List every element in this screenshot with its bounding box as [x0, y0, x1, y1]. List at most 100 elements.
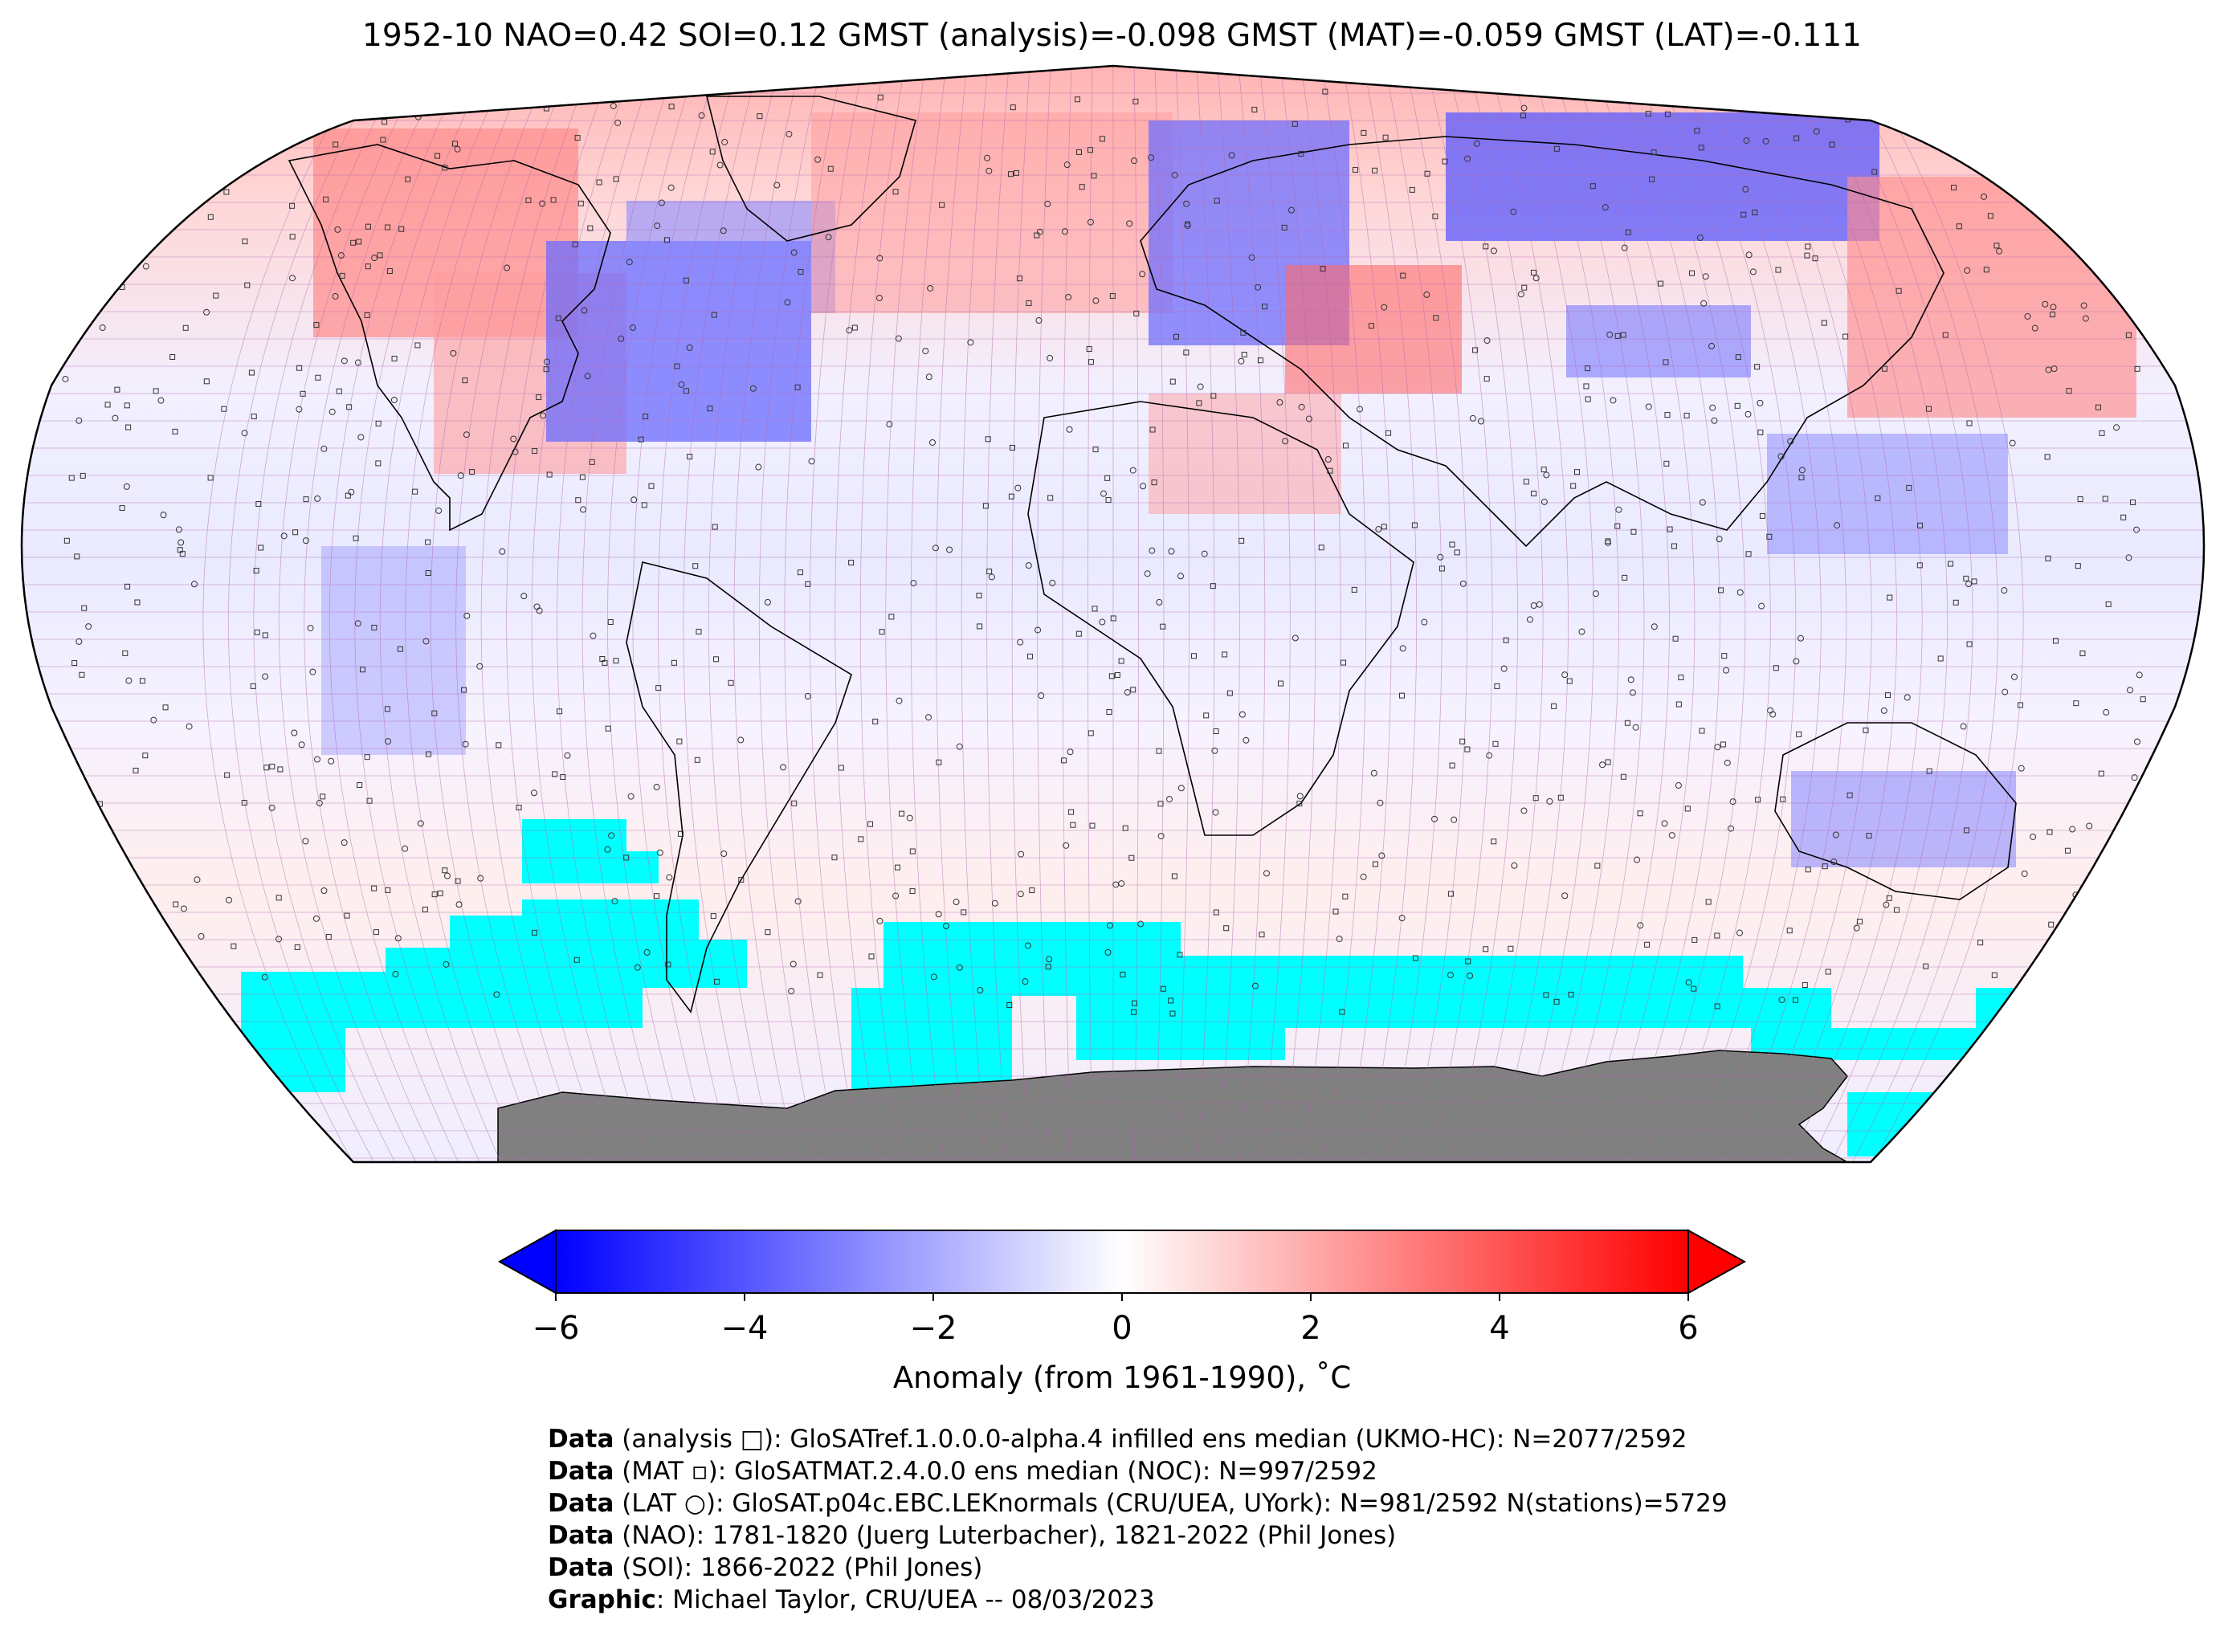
station-marker: [605, 725, 611, 732]
station-marker: [1543, 471, 1550, 479]
station-marker: [888, 614, 895, 620]
station-marker: [577, 200, 584, 206]
station-marker: [668, 104, 675, 110]
station-marker: [1691, 936, 1698, 943]
station-marker: [1122, 825, 1128, 831]
station-marker: [1061, 757, 1067, 764]
station-marker: [1644, 941, 1651, 948]
station-marker: [241, 800, 247, 806]
station-marker: [1743, 137, 1750, 144]
station-marker: [1088, 147, 1094, 153]
station-marker: [142, 753, 149, 759]
station-marker: [1951, 185, 1957, 191]
station-marker: [1804, 252, 1810, 259]
station-marker: [1802, 982, 1808, 989]
station-marker: [1735, 354, 1741, 361]
station-marker: [1091, 173, 1097, 179]
station-marker: [895, 335, 902, 342]
station-marker: [2042, 300, 2049, 308]
station-marker: [1606, 331, 1614, 338]
station-marker: [1745, 551, 1752, 557]
station-marker: [1675, 782, 1682, 789]
station-marker: [377, 252, 383, 259]
station-marker: [142, 263, 149, 270]
station-marker: [1184, 222, 1191, 229]
station-marker: [268, 804, 275, 811]
station-marker: [579, 474, 586, 480]
station-marker: [405, 176, 411, 182]
station-marker: [1630, 528, 1637, 535]
station-marker: [1977, 940, 1984, 946]
station-marker: [231, 943, 237, 949]
station-marker: [1017, 638, 1024, 646]
station-marker: [1156, 748, 1162, 754]
station-marker: [1177, 573, 1184, 580]
station-marker: [1532, 275, 1540, 282]
station-marker: [303, 496, 309, 503]
station-marker: [927, 284, 934, 292]
station-marker: [380, 137, 386, 143]
station-marker: [2075, 563, 2081, 569]
station-marker: [1632, 724, 1639, 731]
station-marker: [1884, 692, 1891, 699]
station-marker: [608, 832, 615, 839]
station-marker: [1620, 332, 1626, 338]
station-marker: [1589, 183, 1596, 190]
station-marker: [1793, 658, 1800, 665]
station-marker: [1149, 426, 1156, 433]
station-marker: [288, 275, 296, 282]
station-marker: [1239, 537, 1245, 544]
station-marker: [925, 714, 932, 721]
station-marker: [1546, 797, 1553, 805]
station-marker: [687, 454, 693, 460]
station-marker: [2134, 365, 2140, 372]
station-marker: [75, 417, 83, 424]
station-marker: [1160, 623, 1166, 630]
station-marker: [1008, 493, 1014, 500]
station-marker: [390, 396, 398, 403]
station-marker: [1130, 687, 1136, 693]
station-marker: [1196, 400, 1202, 406]
station-marker: [203, 378, 210, 385]
station-marker: [1645, 110, 1651, 116]
station-marker: [1024, 942, 1031, 949]
station-marker: [667, 184, 675, 191]
station-marker: [292, 529, 299, 536]
station-marker: [1830, 858, 1838, 865]
station-marker: [1210, 583, 1216, 589]
station-marker: [1173, 333, 1179, 340]
station-marker: [1561, 892, 1569, 899]
station-marker: [1131, 157, 1138, 165]
station-marker: [1449, 762, 1455, 769]
station-marker: [392, 970, 399, 977]
station-marker: [1092, 606, 1098, 612]
station-marker: [1720, 741, 1726, 748]
station-marker: [1044, 200, 1051, 207]
station-marker: [1421, 618, 1428, 626]
station-marker: [1658, 280, 1664, 287]
station-marker: [1372, 167, 1378, 173]
station-marker: [544, 358, 551, 365]
station-marker: [213, 292, 219, 299]
station-marker: [1332, 908, 1339, 915]
station-marker: [1118, 658, 1124, 664]
station-marker: [2098, 770, 2104, 777]
station-marker: [1871, 169, 1878, 175]
station-marker: [1137, 920, 1145, 928]
station-marker: [2073, 700, 2079, 707]
station-marker: [1716, 536, 1723, 543]
north-america-coast: [288, 144, 611, 532]
station-marker: [1651, 149, 1657, 156]
station-marker: [909, 848, 916, 855]
station-marker: [251, 414, 257, 420]
station-marker: [540, 412, 547, 419]
station-marker: [1432, 213, 1438, 219]
station-marker: [1228, 152, 1235, 159]
station-marker: [175, 526, 182, 533]
station-marker: [985, 436, 991, 443]
station-marker: [877, 94, 883, 100]
station-marker: [698, 112, 705, 119]
station-marker: [353, 535, 359, 541]
station-marker: [1483, 376, 1490, 382]
station-marker: [1769, 711, 1777, 718]
